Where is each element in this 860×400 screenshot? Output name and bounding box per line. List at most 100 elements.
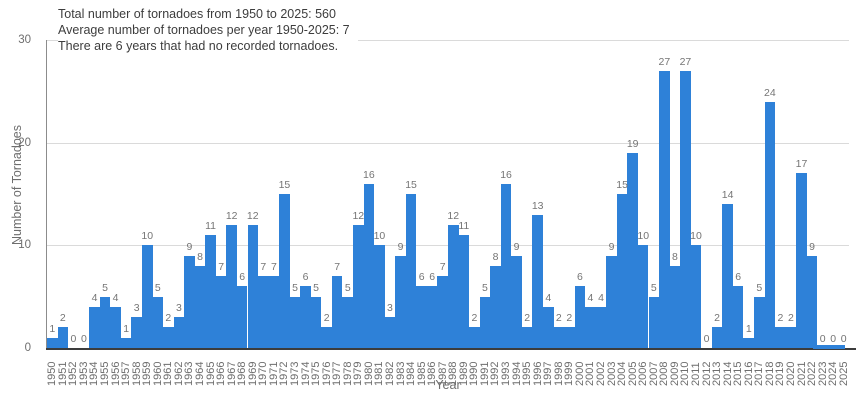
bar-1967[interactable] xyxy=(226,224,237,348)
bar-1972[interactable] xyxy=(279,194,290,348)
bar-1987[interactable] xyxy=(437,276,448,348)
bar-1997[interactable] xyxy=(542,306,554,348)
value-label-1955: 5 xyxy=(102,281,108,294)
bar-1963[interactable] xyxy=(184,255,195,348)
value-label-1982: 3 xyxy=(387,302,393,315)
bar-1980[interactable] xyxy=(363,183,375,348)
bar-1981[interactable] xyxy=(374,245,385,348)
bar-1998[interactable] xyxy=(553,327,565,348)
value-label-1950: 1 xyxy=(49,322,56,335)
bar-1957[interactable] xyxy=(120,337,132,348)
bar-2020[interactable] xyxy=(785,327,797,348)
bar-1993[interactable] xyxy=(500,183,512,348)
bar-2003[interactable] xyxy=(606,255,617,348)
bar-1960[interactable] xyxy=(152,296,164,348)
bar-2010[interactable] xyxy=(680,70,691,348)
bar-2013[interactable] xyxy=(711,327,723,348)
bar-1977[interactable] xyxy=(331,276,343,348)
value-label-2003: 9 xyxy=(608,240,615,253)
value-label-1963: 9 xyxy=(186,240,193,253)
bar-2000[interactable] xyxy=(574,286,586,348)
bar-2011[interactable] xyxy=(690,245,702,348)
value-label-2005: 19 xyxy=(626,137,639,150)
value-label-2007: 5 xyxy=(650,281,657,294)
value-label-1986: 6 xyxy=(429,271,436,284)
value-label-1984: 15 xyxy=(405,179,417,191)
value-label-1975: 5 xyxy=(313,281,319,294)
bar-1991[interactable] xyxy=(479,296,491,348)
value-label-1978: 5 xyxy=(344,281,351,294)
value-label-2006: 10 xyxy=(637,230,650,243)
value-label-1973: 5 xyxy=(292,281,298,294)
bar-1985[interactable] xyxy=(416,286,427,348)
bar-2018[interactable] xyxy=(764,101,776,348)
bar-2021[interactable] xyxy=(796,173,807,348)
bar-2009[interactable] xyxy=(669,265,681,348)
bar-1966[interactable] xyxy=(215,276,227,348)
bar-1976[interactable] xyxy=(321,327,332,348)
bar-2015[interactable] xyxy=(732,286,744,348)
bar-1984[interactable] xyxy=(405,194,417,348)
bar-2022[interactable] xyxy=(806,255,818,348)
value-label-1997: 4 xyxy=(545,291,552,304)
x-tick-label-2025: 2025 xyxy=(837,361,850,386)
bar-1962[interactable] xyxy=(173,317,185,348)
bar-1989[interactable] xyxy=(458,235,470,348)
bar-1979[interactable] xyxy=(353,224,364,348)
bar-1956[interactable] xyxy=(110,306,121,348)
value-label-1998: 2 xyxy=(555,312,562,325)
value-label-2008: 27 xyxy=(658,55,671,68)
bar-2001[interactable] xyxy=(585,306,596,348)
value-label-1972: 15 xyxy=(278,179,291,191)
bar-1986[interactable] xyxy=(426,286,438,348)
bar-1992[interactable] xyxy=(490,265,501,348)
bar-1961[interactable] xyxy=(163,327,174,348)
bar-2007[interactable] xyxy=(648,296,660,348)
value-label-2020: 2 xyxy=(788,312,794,325)
value-label-1991: 5 xyxy=(482,281,488,294)
bar-1996[interactable] xyxy=(532,214,543,348)
bar-1978[interactable] xyxy=(342,296,354,348)
bar-1964[interactable] xyxy=(194,265,206,348)
value-label-1979: 12 xyxy=(352,209,365,222)
bar-1994[interactable] xyxy=(511,255,522,348)
bar-1968[interactable] xyxy=(236,286,248,348)
value-label-2010: 27 xyxy=(679,55,692,68)
value-label-1962: 3 xyxy=(175,302,182,315)
bar-1950[interactable] xyxy=(47,337,58,348)
bar-1970[interactable] xyxy=(258,276,269,348)
bar-1974[interactable] xyxy=(300,286,311,348)
bar-2016[interactable] xyxy=(743,337,755,348)
value-label-2002: 4 xyxy=(598,291,604,304)
bar-1969[interactable] xyxy=(247,224,259,348)
bar-2019[interactable] xyxy=(775,327,786,348)
bar-2005[interactable] xyxy=(627,152,638,348)
bar-1965[interactable] xyxy=(205,235,216,348)
value-label-1981: 10 xyxy=(373,230,386,243)
bar-1973[interactable] xyxy=(289,296,301,348)
bar-1959[interactable] xyxy=(141,245,153,348)
bar-2002[interactable] xyxy=(595,306,607,348)
bar-1988[interactable] xyxy=(448,224,459,348)
bar-1975[interactable] xyxy=(310,296,322,348)
bar-1999[interactable] xyxy=(564,327,575,348)
bar-1990[interactable] xyxy=(469,327,480,348)
bar-1955[interactable] xyxy=(99,296,111,348)
bar-2006[interactable] xyxy=(637,245,649,348)
value-label-2016: 1 xyxy=(745,322,752,335)
bar-2004[interactable] xyxy=(616,194,628,348)
bar-1958[interactable] xyxy=(131,317,142,348)
value-label-1994: 9 xyxy=(513,240,520,253)
value-label-1961: 2 xyxy=(165,312,172,325)
bar-2014[interactable] xyxy=(722,204,733,348)
bar-1951[interactable] xyxy=(57,327,69,348)
bar-1995[interactable] xyxy=(521,327,533,348)
bar-1982[interactable] xyxy=(384,317,396,348)
value-label-1954: 4 xyxy=(91,291,98,304)
bar-2017[interactable] xyxy=(754,296,765,348)
bar-1971[interactable] xyxy=(268,276,280,348)
value-label-2004: 15 xyxy=(616,179,628,191)
bar-1954[interactable] xyxy=(89,306,100,348)
bar-2008[interactable] xyxy=(659,70,670,348)
bar-1983[interactable] xyxy=(395,255,406,348)
